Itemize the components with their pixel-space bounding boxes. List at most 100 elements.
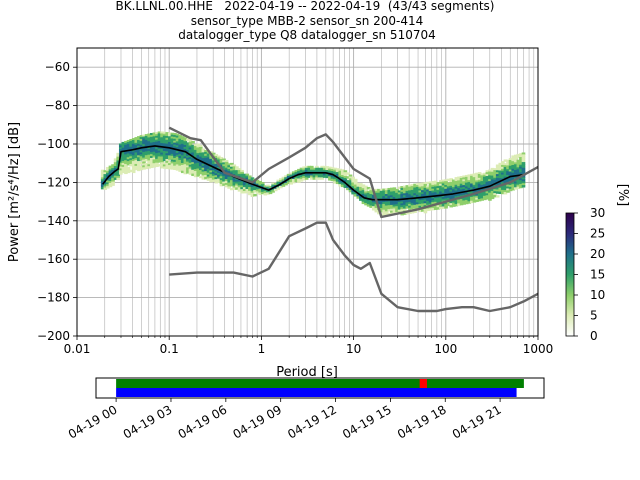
density-cell — [147, 146, 151, 150]
density-cell — [124, 163, 128, 167]
density-cell — [100, 179, 105, 182]
density-cell — [118, 168, 123, 171]
density-cell — [250, 188, 255, 192]
density-cell — [155, 162, 159, 166]
density-cell — [436, 182, 441, 185]
density-cell — [335, 179, 340, 183]
density-cell — [152, 165, 157, 168]
density-cell — [106, 170, 110, 174]
density-cell — [237, 179, 242, 183]
density-cell — [428, 200, 433, 203]
timeline-bar — [116, 388, 517, 397]
density-cell — [390, 206, 394, 210]
density-cell — [126, 159, 131, 162]
density-cell — [106, 186, 110, 189]
density-cell — [397, 207, 402, 211]
density-cell — [178, 169, 182, 172]
density-cell — [361, 190, 366, 193]
density-cell — [129, 163, 133, 167]
density-cell — [173, 150, 177, 153]
density-cell — [211, 160, 216, 163]
density-cell — [178, 136, 182, 140]
density-cell — [157, 137, 162, 140]
density-cell — [366, 202, 371, 205]
density-cell — [209, 158, 213, 162]
density-cell — [421, 193, 425, 197]
density-cell — [204, 163, 208, 166]
density-cell — [155, 151, 159, 154]
density-cell — [175, 145, 180, 148]
density-cell — [431, 190, 435, 194]
density-cell — [118, 164, 123, 167]
density-cell — [320, 175, 324, 178]
density-cell — [451, 204, 456, 207]
density-cell — [513, 175, 518, 179]
density-cell — [113, 177, 118, 180]
density-cell — [157, 141, 162, 144]
density-cell — [431, 186, 435, 190]
density-cell — [498, 185, 503, 189]
timeline-tick-label: 04-19 18 — [395, 402, 449, 441]
density-cell — [302, 170, 306, 173]
density-cell — [152, 136, 157, 139]
density-cell — [343, 170, 348, 173]
density-cell — [431, 196, 435, 199]
density-cell — [147, 160, 151, 163]
density-cell — [196, 174, 201, 177]
density-cell — [147, 148, 151, 152]
density-cell — [395, 204, 399, 207]
density-cell — [134, 163, 139, 167]
density-cell — [286, 179, 291, 183]
density-cell — [157, 139, 162, 142]
density-cell — [191, 171, 195, 175]
density-cell — [186, 165, 190, 168]
density-cell — [173, 134, 177, 138]
density-cell — [506, 184, 510, 187]
density-cell — [501, 161, 505, 164]
density-cell — [506, 165, 510, 168]
density-cell — [237, 189, 242, 192]
density-cell — [379, 209, 384, 213]
density-cell — [152, 155, 157, 158]
density-cell — [351, 182, 355, 185]
density-cell — [186, 159, 190, 163]
density-cell — [433, 207, 438, 210]
density-cell — [402, 212, 407, 215]
density-cell — [374, 210, 379, 213]
density-cell — [229, 187, 234, 191]
density-cell — [149, 134, 154, 138]
density-cell — [454, 177, 459, 180]
density-cell — [508, 161, 513, 165]
density-cell — [511, 168, 515, 172]
density-cell — [253, 190, 257, 193]
density-cell — [162, 139, 167, 142]
density-cell — [199, 162, 203, 165]
density-cell — [369, 205, 373, 208]
density-cell — [160, 146, 164, 150]
density-cell — [165, 162, 170, 166]
density-cell — [351, 192, 355, 195]
density-cell — [506, 190, 510, 193]
density-cell — [188, 139, 193, 143]
density-cell — [441, 187, 446, 190]
density-cell — [467, 195, 472, 198]
density-cell — [279, 178, 283, 181]
density-cell — [495, 191, 500, 194]
density-cell — [160, 139, 164, 142]
density-cell — [199, 168, 203, 171]
density-cell — [155, 133, 159, 137]
density-cell — [183, 143, 188, 146]
density-cell — [351, 184, 355, 187]
density-cell — [180, 168, 185, 172]
density-cell — [157, 160, 162, 163]
density-cell — [165, 166, 170, 170]
density-cell — [402, 187, 407, 190]
density-cell — [168, 157, 172, 160]
density-cell — [183, 169, 188, 173]
density-cell — [245, 190, 250, 194]
density-cell — [464, 176, 469, 180]
density-cell — [162, 156, 167, 160]
density-cell — [413, 189, 417, 192]
density-cell — [157, 150, 162, 154]
density-cell — [294, 172, 299, 175]
